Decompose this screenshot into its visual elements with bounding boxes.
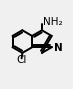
Text: Cl: Cl [16,55,27,65]
Text: NH₂: NH₂ [43,17,63,27]
Text: N: N [54,43,63,53]
